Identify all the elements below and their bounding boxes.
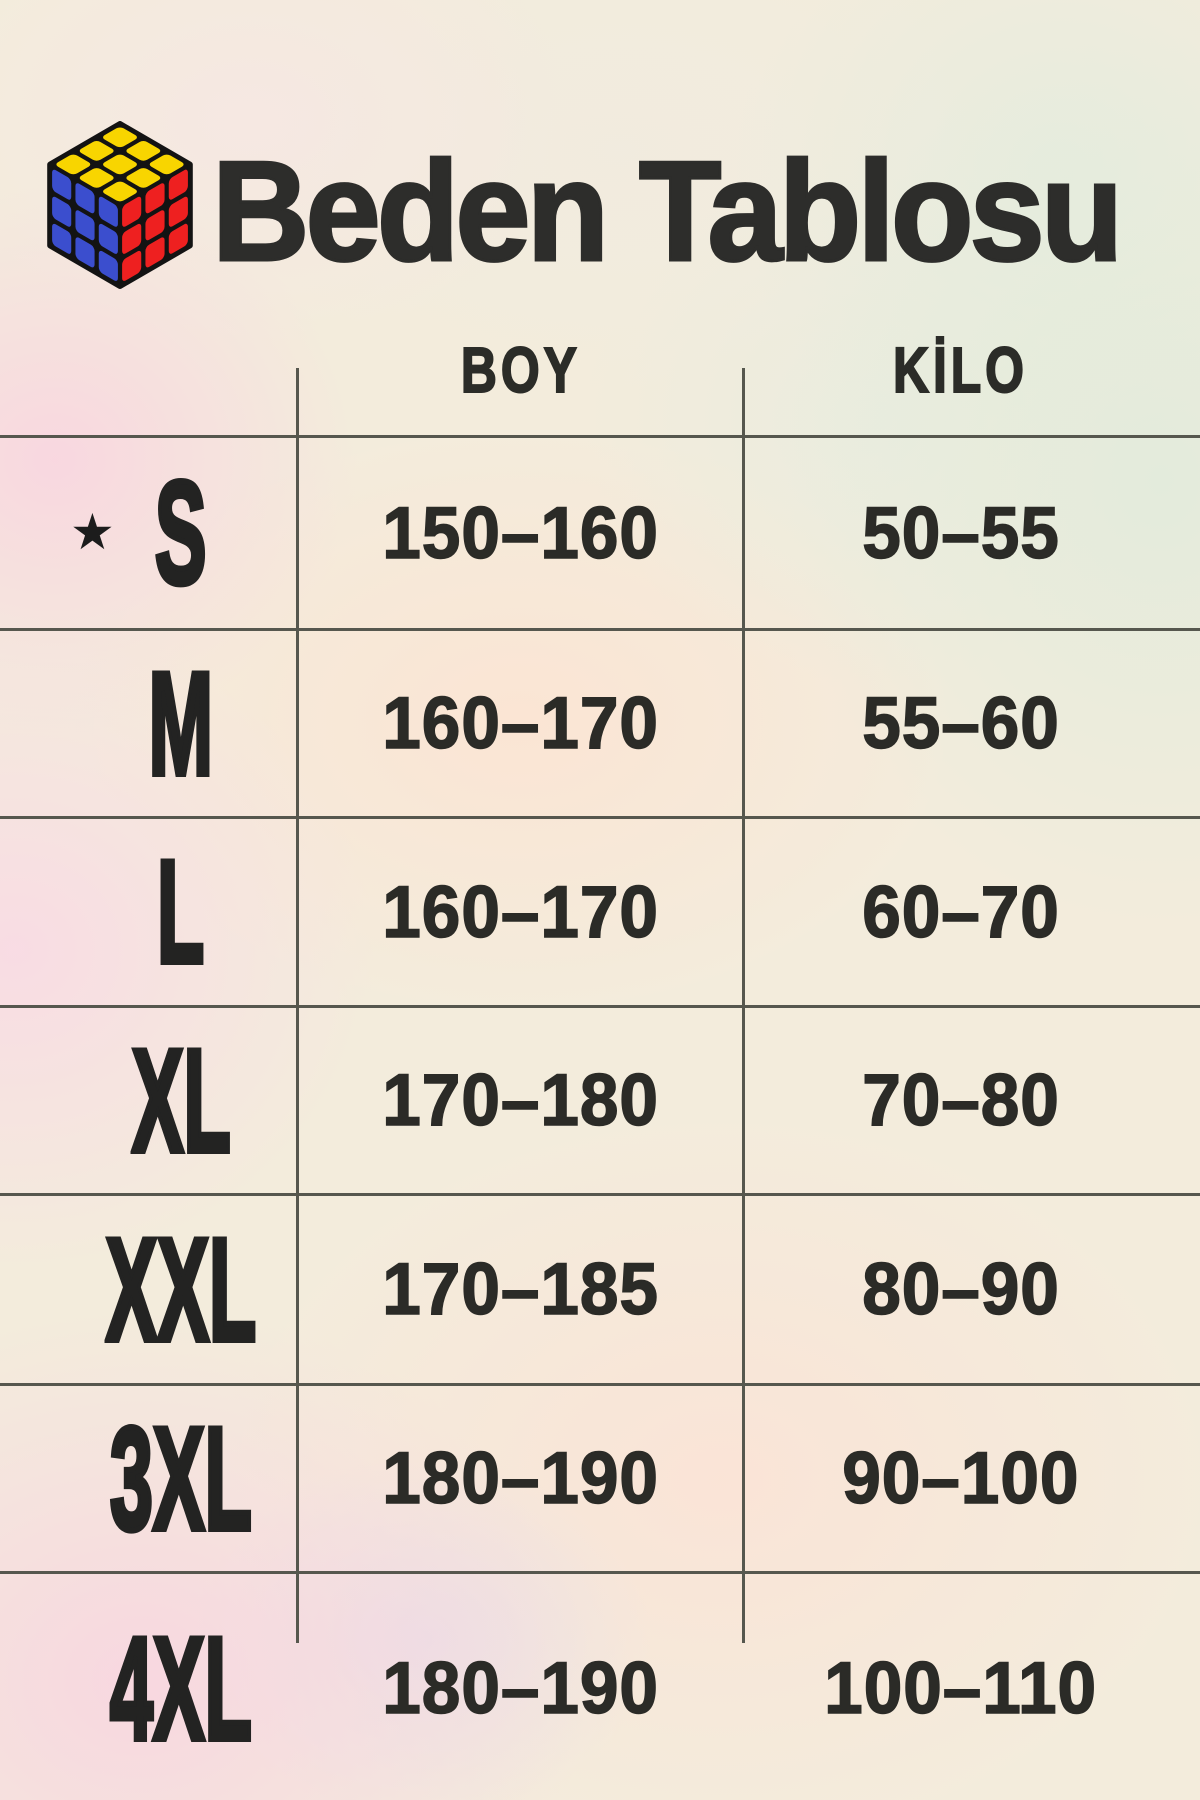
size-label: 4XL <box>108 1606 253 1770</box>
column-divider-right <box>742 368 745 1643</box>
size-label: 3XL <box>108 1396 253 1560</box>
height-cell: 160–170 <box>298 819 744 1005</box>
size-label: XL <box>130 1018 232 1182</box>
height-cell: 170–180 <box>298 1008 744 1193</box>
table-row: XL 170–180 70–80 <box>0 1005 1200 1193</box>
table-row: 3XL 180–190 90–100 <box>0 1383 1200 1571</box>
height-range: 170–185 <box>382 1249 660 1330</box>
size-cell: L <box>0 819 298 1005</box>
weight-cell: 50–55 <box>744 438 1200 628</box>
weight-range: 100–110 <box>824 1648 1098 1729</box>
star-icon: ★ <box>70 503 115 561</box>
size-table-body: ★ S 150–160 50–55 M 160–170 55–60 L 160–… <box>0 435 1200 1800</box>
size-label: XXL <box>104 1207 258 1371</box>
size-cell: XXL <box>0 1196 298 1383</box>
height-range: 180–190 <box>382 1648 660 1729</box>
weight-cell: 70–80 <box>744 1008 1200 1193</box>
column-header-boy: BOY <box>298 330 744 410</box>
size-cell: M <box>0 631 298 816</box>
size-label: M <box>147 641 215 805</box>
height-range: 180–190 <box>382 1438 660 1519</box>
height-cell: 170–185 <box>298 1196 744 1383</box>
weight-cell: 100–110 <box>744 1574 1200 1800</box>
column-header-kilo-label: KİLO <box>892 333 1028 407</box>
weight-range: 50–55 <box>861 492 1060 574</box>
height-cell: 160–170 <box>298 631 744 816</box>
size-cell: XL <box>0 1008 298 1193</box>
height-range: 150–160 <box>382 492 660 574</box>
size-cell: ★ S <box>0 438 298 628</box>
weight-cell: 55–60 <box>744 631 1200 816</box>
rubiks-cube-icon <box>47 121 193 289</box>
height-range: 160–170 <box>382 683 660 764</box>
column-divider-left <box>296 368 299 1643</box>
weight-range: 60–70 <box>861 871 1060 953</box>
size-cell: 3XL <box>0 1386 298 1571</box>
size-cell: 4XL <box>0 1574 298 1800</box>
page-title: Beden Tablosu <box>211 131 1125 293</box>
table-row: ★ S 150–160 50–55 <box>0 438 1200 628</box>
size-label: S <box>154 451 209 614</box>
height-cell: 180–190 <box>298 1386 744 1571</box>
height-range: 160–170 <box>382 871 660 953</box>
column-header-boy-label: BOY <box>460 333 581 407</box>
weight-range: 80–90 <box>861 1249 1060 1330</box>
weight-range: 55–60 <box>861 683 1060 764</box>
table-row: M 160–170 55–60 <box>0 628 1200 816</box>
height-cell: 180–190 <box>298 1574 744 1800</box>
table-row: L 160–170 60–70 <box>0 816 1200 1005</box>
table-row: XXL 170–185 80–90 <box>0 1193 1200 1383</box>
height-range: 170–180 <box>382 1060 660 1141</box>
weight-cell: 90–100 <box>744 1386 1200 1571</box>
weight-cell: 60–70 <box>744 819 1200 1005</box>
height-cell: 150–160 <box>298 438 744 628</box>
weight-range: 90–100 <box>842 1438 1080 1519</box>
weight-range: 70–80 <box>861 1060 1060 1141</box>
column-header-kilo: KİLO <box>744 330 1176 410</box>
size-label: L <box>156 830 206 993</box>
table-row: 4XL 180–190 100–110 <box>0 1571 1200 1800</box>
brand-header: Beden Tablosu <box>36 120 1167 304</box>
weight-cell: 80–90 <box>744 1196 1200 1383</box>
